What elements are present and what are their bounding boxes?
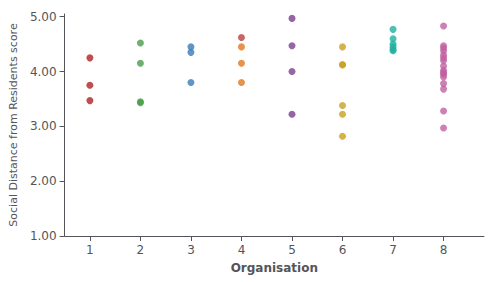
svg-text:2.00: 2.00 <box>30 174 57 188</box>
svg-text:3.00: 3.00 <box>30 119 57 133</box>
svg-text:5: 5 <box>288 243 296 257</box>
svg-text:Social Distance from Residents: Social Distance from Residents score <box>7 23 20 227</box>
svg-text:6: 6 <box>339 243 347 257</box>
svg-text:5.00: 5.00 <box>30 10 57 24</box>
svg-text:8: 8 <box>440 243 448 257</box>
svg-text:3: 3 <box>187 243 195 257</box>
svg-text:Organisation: Organisation <box>231 261 318 275</box>
svg-text:7: 7 <box>389 243 397 257</box>
svg-text:1.00: 1.00 <box>30 229 57 243</box>
svg-text:1: 1 <box>86 243 94 257</box>
svg-text:4: 4 <box>238 243 246 257</box>
svg-text:2: 2 <box>137 243 145 257</box>
svg-text:4.00: 4.00 <box>30 65 57 79</box>
